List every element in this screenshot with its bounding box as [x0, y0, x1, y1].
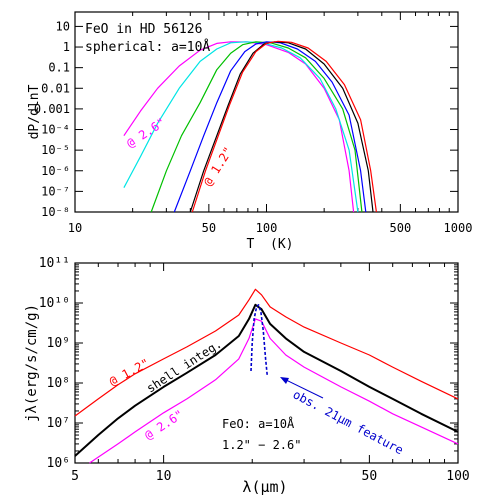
temperature-distribution-panel: 10 50 100 500 1000 10 1 0.1 0.01 0.001 10⁻⁴ 10⁻⁵ 10⁻… [27, 11, 473, 252]
bottom-x-tick-label: 100 [446, 469, 469, 484]
top-legend-line-1: FeO in HD 56126 [85, 22, 202, 37]
bottom-series-line-3 [250, 304, 269, 377]
bottom-plot-frame [74, 262, 459, 464]
top-y-tick-label: 10⁻⁷ [41, 184, 70, 198]
top-x-tick-label: 100 [256, 221, 278, 235]
top-x-tick-label: 10 [68, 221, 82, 235]
bottom-y-axis-label: jλ(erg/s/cm/g) [24, 304, 40, 422]
label-radius-range: 1.2" − 2.6" [222, 438, 301, 452]
bottom-y-tick-label: 10⁷ [47, 416, 70, 431]
top-y-tick-label: 0.01 [41, 81, 70, 95]
top-y-axis-label: dP/dlnT [27, 84, 42, 139]
top-series-line-4 [189, 41, 374, 213]
bottom-y-tick-label: 10¹¹ [39, 256, 70, 271]
top-y-tick-label: 0.1 [48, 61, 70, 75]
label-obs-21um-feature: obs. 21μm feature [291, 387, 406, 457]
bottom-series-line-0 [74, 288, 459, 417]
label-feo-grain-size: FeO: a=10Å [222, 416, 295, 431]
top-y-tick-label: 10⁻⁴ [41, 123, 70, 137]
top-series-line-2 [150, 41, 363, 213]
top-x-tick-label: 500 [390, 221, 412, 235]
top-y-tick-label: 1 [63, 40, 70, 54]
bottom-series-line-1 [74, 303, 459, 457]
top-y-tick-label: 10⁻⁵ [41, 143, 70, 157]
obs-feature-arrow-head [280, 377, 289, 384]
bottom-x-tick-label: 5 [71, 469, 79, 484]
bottom-y-tick-label: 10⁹ [47, 336, 70, 351]
top-series-line-3 [173, 41, 367, 213]
obs-feature-arrow [281, 377, 324, 399]
top-y-tick-label: 10⁻⁸ [41, 205, 70, 219]
label-shell-integ: shell integ. [144, 337, 224, 396]
bottom-y-tick-label: 10⁸ [47, 376, 70, 391]
top-y-tick-label: 0.001 [34, 102, 70, 116]
bottom-y-tick-label: 10¹⁰ [39, 296, 70, 311]
top-y-tick-label: 10 [56, 19, 70, 33]
top-x-tick-label: 50 [202, 221, 216, 235]
top-series-line-5 [191, 40, 377, 213]
top-x-axis-label: T (K) [247, 237, 294, 252]
bottom-series-line-2 [89, 318, 459, 464]
top-y-tick-label: 10⁻⁶ [41, 164, 70, 178]
top-series-line-1 [123, 41, 359, 213]
bottom-x-tick-label: 10 [156, 469, 172, 484]
top-legend-line-2: spherical: a=10Å [85, 39, 210, 55]
bottom-x-tick-label: 50 [362, 469, 378, 484]
top-x-tick-label: 1000 [444, 221, 473, 235]
bottom-x-axis-label: λ(μm) [242, 478, 287, 496]
bottom-y-tick-label: 10⁶ [47, 456, 70, 471]
